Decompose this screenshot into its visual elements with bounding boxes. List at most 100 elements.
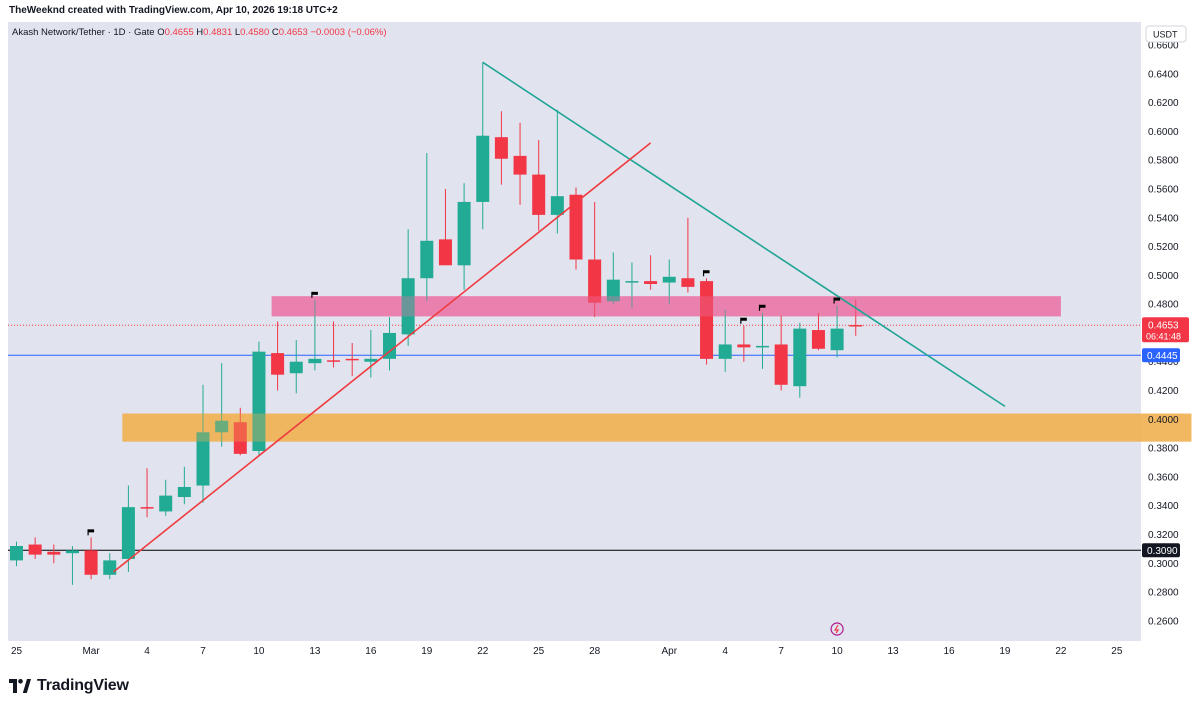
candle-body xyxy=(252,351,266,451)
x-tick-label: 25 xyxy=(533,646,545,657)
candle-body xyxy=(793,328,807,387)
x-tick-label: 10 xyxy=(253,646,265,657)
y-tick-label: 0.5400 xyxy=(1148,213,1179,224)
y-tick-label: 0.4000 xyxy=(1148,415,1179,426)
x-tick-label: 4 xyxy=(144,646,150,657)
y-tick-label: 0.4200 xyxy=(1148,386,1179,397)
candle-body xyxy=(401,278,415,335)
x-tick-label: 13 xyxy=(887,646,899,657)
y-tick-label: 0.3200 xyxy=(1148,530,1179,541)
y-tick-label: 0.3600 xyxy=(1148,472,1179,483)
x-tick-label: Apr xyxy=(661,646,677,657)
candle-body xyxy=(233,422,247,454)
candle-body xyxy=(476,135,490,202)
y-tick-label: 0.3800 xyxy=(1148,444,1179,455)
candle-body xyxy=(849,325,863,327)
candle-body xyxy=(756,345,769,348)
brand-name: TradingView xyxy=(37,677,129,694)
candle-body xyxy=(327,360,341,362)
lightning-icon xyxy=(834,624,840,634)
flag-icon xyxy=(88,529,95,533)
countdown-label: 06:41:48 xyxy=(1146,331,1181,341)
candle-body xyxy=(644,281,658,284)
flag-icon xyxy=(834,297,841,301)
candles xyxy=(10,62,863,585)
x-tick-label: Mar xyxy=(82,646,100,657)
flag-icon xyxy=(703,270,710,274)
candle-body xyxy=(681,278,695,287)
tradingview-brand[interactable]: TradingView xyxy=(9,676,129,696)
y-tick-label: 0.6600 xyxy=(1148,41,1179,52)
x-tick-label: 7 xyxy=(778,646,784,657)
candle-body xyxy=(84,550,98,575)
x-tick-label: 19 xyxy=(421,646,433,657)
candle-body xyxy=(532,174,546,215)
candle-body xyxy=(345,358,359,361)
candle-body xyxy=(737,344,751,348)
support-zone-overlay xyxy=(122,413,1192,442)
flag-icon xyxy=(759,304,766,308)
flag-icon xyxy=(311,291,318,295)
candle-body xyxy=(103,560,117,575)
currency-button xyxy=(1145,25,1187,43)
footer: TradingView xyxy=(0,662,1200,707)
candle-body xyxy=(588,259,602,303)
y-tick-label: 0.4800 xyxy=(1148,300,1179,311)
time-axis xyxy=(8,641,1141,662)
support-zone xyxy=(122,413,1192,442)
candle-body xyxy=(513,155,527,175)
candle-body xyxy=(10,545,23,561)
plot-background xyxy=(8,22,1141,641)
candle-body xyxy=(494,137,508,159)
candle-body xyxy=(569,194,583,260)
candle-body xyxy=(625,281,639,283)
candle-body xyxy=(457,201,471,266)
price-chart[interactable]: 0.6600 0.6400 0.6200 0.6000 0.5800 0.5600 0.54… xyxy=(8,22,1192,662)
y-tick-label: 0.5600 xyxy=(1148,184,1179,195)
candle-body xyxy=(196,432,210,486)
legend-part: 0.4653 xyxy=(279,27,311,38)
x-tick-label: 22 xyxy=(1055,646,1067,657)
ascending-trendline xyxy=(112,142,652,573)
attribution-bar: TheWeeknd created with TradingView.com, … xyxy=(0,0,1200,22)
x-tick-label: 28 xyxy=(589,646,601,657)
y-tick-label: 0.2600 xyxy=(1148,616,1179,627)
legend-part: 0.4580 xyxy=(240,27,272,38)
x-tick-label: 13 xyxy=(309,646,321,657)
tradingview-logo-icon xyxy=(9,679,31,693)
y-tick-label: 0.4400 xyxy=(1148,357,1179,368)
candle-body xyxy=(271,353,285,375)
candle-body xyxy=(550,196,564,215)
candle-body xyxy=(383,332,396,359)
legend-part: −0.0003 (−0.06%) xyxy=(310,27,386,38)
candle-body xyxy=(606,279,620,302)
x-tick-label: 7 xyxy=(200,646,206,657)
legend-part: 0.4831 xyxy=(203,27,235,38)
resistance-zone-overlay xyxy=(271,296,1061,317)
x-tick-label: 22 xyxy=(477,646,489,657)
candle-body xyxy=(438,239,452,266)
attribution-text: TheWeeknd created with TradingView.com, … xyxy=(9,5,338,16)
chart-frame[interactable]: 0.6600 0.6400 0.6200 0.6000 0.5800 0.5600 0.54… xyxy=(8,22,1192,662)
candle-body xyxy=(662,276,676,283)
x-tick-label: 25 xyxy=(1111,646,1123,657)
legend-part: L xyxy=(235,27,240,38)
current-price-label: 0.4653 xyxy=(1148,320,1179,331)
current-price-badge xyxy=(1142,317,1189,343)
candle-body xyxy=(774,344,788,385)
y-tick-label: 0.3000 xyxy=(1148,559,1179,570)
candle-body xyxy=(811,330,825,349)
candle-body xyxy=(121,507,135,559)
event-icon xyxy=(830,622,844,636)
candle-body xyxy=(308,358,322,364)
candle-body xyxy=(364,358,378,362)
x-tick-label: 25 xyxy=(11,646,23,657)
candle-body xyxy=(700,281,714,359)
x-tick-label: 16 xyxy=(365,646,377,657)
blue-level-badge xyxy=(1142,348,1180,363)
x-tick-label: 16 xyxy=(943,646,955,657)
candle-body xyxy=(28,544,42,555)
blue-level-label: 0.4445 xyxy=(1147,351,1178,362)
legend-part: H xyxy=(196,27,203,38)
legend-part: O xyxy=(157,27,164,38)
